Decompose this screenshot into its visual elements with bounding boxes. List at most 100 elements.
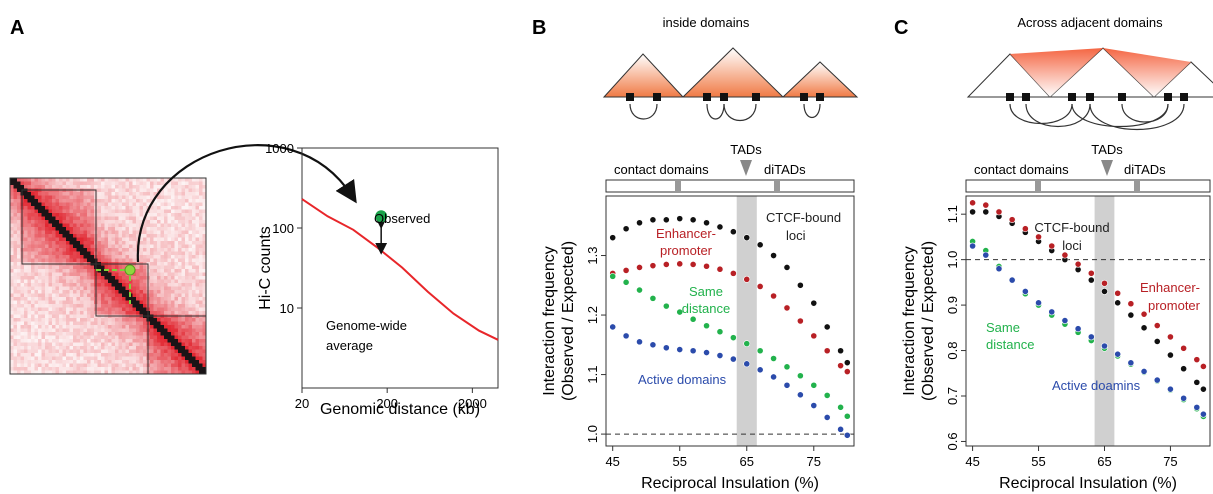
heatmap-cell bbox=[45, 192, 49, 196]
heatmap-cell bbox=[164, 202, 168, 207]
heatmap-cell bbox=[139, 272, 144, 277]
heatmap-cell bbox=[111, 234, 116, 238]
heatmap-cell bbox=[195, 199, 200, 203]
heatmap-cell bbox=[62, 269, 67, 273]
heatmap-cell bbox=[118, 213, 123, 217]
heatmap-cell bbox=[97, 300, 102, 305]
heatmap-cell bbox=[146, 230, 151, 235]
heatmap-cell bbox=[101, 181, 105, 186]
heatmap-cell bbox=[108, 335, 112, 340]
heatmap-cell bbox=[157, 237, 161, 242]
heatmap-cell bbox=[101, 223, 105, 228]
heatmap-cell bbox=[108, 258, 112, 263]
heatmap-cell bbox=[38, 199, 42, 203]
heatmap-cell bbox=[139, 353, 144, 357]
heatmap-cell bbox=[185, 206, 189, 210]
heatmap-cell bbox=[66, 283, 70, 287]
heatmap-cell bbox=[136, 188, 140, 193]
heatmap-cell bbox=[157, 318, 161, 322]
heatmap-cell bbox=[34, 321, 39, 326]
heatmap-cell bbox=[188, 370, 193, 374]
heatmap-cell bbox=[195, 335, 200, 340]
heatmap-cell bbox=[59, 185, 63, 189]
heatmap-cell bbox=[66, 300, 70, 305]
series-active-domains bbox=[969, 242, 1207, 418]
heatmap-cell bbox=[181, 370, 186, 374]
heatmap-cell bbox=[139, 321, 144, 326]
heatmap-cell bbox=[171, 237, 175, 242]
heatmap-cell bbox=[178, 258, 182, 263]
heatmap-cell bbox=[87, 283, 91, 287]
heatmap-cell bbox=[122, 272, 126, 277]
heatmap-cell bbox=[90, 272, 95, 277]
heatmap-cell bbox=[111, 339, 116, 343]
heatmap-cell bbox=[87, 293, 91, 298]
heatmap-cell bbox=[31, 227, 35, 231]
heatmap-cell bbox=[139, 325, 144, 329]
heatmap-cell bbox=[101, 356, 105, 361]
heatmap-cell bbox=[83, 202, 88, 207]
heatmap-cell bbox=[118, 370, 123, 374]
heatmap-cell bbox=[188, 223, 193, 228]
heatmap-cell bbox=[132, 248, 137, 252]
heatmap-cell bbox=[104, 335, 109, 340]
data-point bbox=[796, 372, 804, 380]
heatmap-cell bbox=[160, 346, 165, 350]
heatmap-cell bbox=[164, 234, 168, 238]
heatmap-cell bbox=[55, 304, 60, 308]
heatmap-cell bbox=[188, 339, 193, 343]
heatmap-cell bbox=[80, 195, 84, 200]
heatmap-cell bbox=[202, 230, 206, 235]
heatmap-cell bbox=[195, 237, 200, 242]
heatmap-cell bbox=[115, 181, 119, 186]
heatmap-cell bbox=[188, 279, 193, 284]
heatmap-cell bbox=[171, 339, 175, 343]
scale-label-tads-c: TADs bbox=[1091, 142, 1123, 157]
heatmap-cell bbox=[129, 181, 133, 186]
heatmap-cell bbox=[52, 353, 56, 357]
heatmap-cell bbox=[73, 328, 77, 333]
heatmap-cell bbox=[129, 227, 133, 231]
heatmap-cell bbox=[111, 353, 116, 357]
heatmap-cell bbox=[111, 283, 116, 287]
panel-letter-c: C bbox=[894, 17, 908, 39]
heatmap-cell bbox=[10, 335, 14, 340]
heatmap-cell bbox=[87, 297, 91, 301]
heatmap-cell bbox=[80, 223, 84, 228]
tad-triangle-3 bbox=[781, 61, 859, 98]
heatmap-cell bbox=[69, 255, 74, 259]
heatmap-cell bbox=[111, 188, 116, 193]
heatmap-cell bbox=[90, 325, 95, 329]
heatmap-cell bbox=[111, 248, 116, 252]
heatmap-cell bbox=[153, 202, 158, 207]
heatmap-cell bbox=[188, 276, 193, 280]
heatmap-cell bbox=[13, 234, 18, 238]
heatmap-cell bbox=[101, 307, 105, 312]
heatmap-cell bbox=[76, 286, 81, 291]
heatmap-cell bbox=[76, 202, 81, 207]
data-point bbox=[843, 412, 851, 420]
heatmap-cell bbox=[62, 185, 67, 189]
heatmap-cell bbox=[129, 332, 133, 336]
heatmap-cell bbox=[27, 216, 32, 221]
domain-scale-bar-c: TADs contact domains diTADs bbox=[965, 142, 1211, 193]
label-enhancer-line2: promoter bbox=[660, 243, 713, 258]
heatmap-cell bbox=[31, 300, 35, 305]
heatmap-cell bbox=[59, 192, 63, 196]
heatmap-cell bbox=[122, 363, 126, 368]
heatmap-cell bbox=[38, 202, 42, 207]
heatmap-cell bbox=[41, 304, 46, 308]
heatmap-cell bbox=[132, 318, 137, 322]
heatmap-cell bbox=[34, 363, 39, 368]
heatmap-cell bbox=[122, 311, 126, 315]
heatmap-cell bbox=[188, 258, 193, 263]
data-point bbox=[1127, 359, 1135, 367]
heatmap-cell bbox=[125, 237, 130, 242]
heatmap-cell bbox=[122, 276, 126, 280]
heatmap-cell bbox=[111, 346, 116, 350]
data-point bbox=[969, 208, 976, 216]
heatmap-cell bbox=[62, 272, 67, 277]
heatmap-cell bbox=[27, 339, 32, 343]
heatmap-cell bbox=[52, 265, 56, 270]
heatmap-cell bbox=[153, 353, 158, 357]
